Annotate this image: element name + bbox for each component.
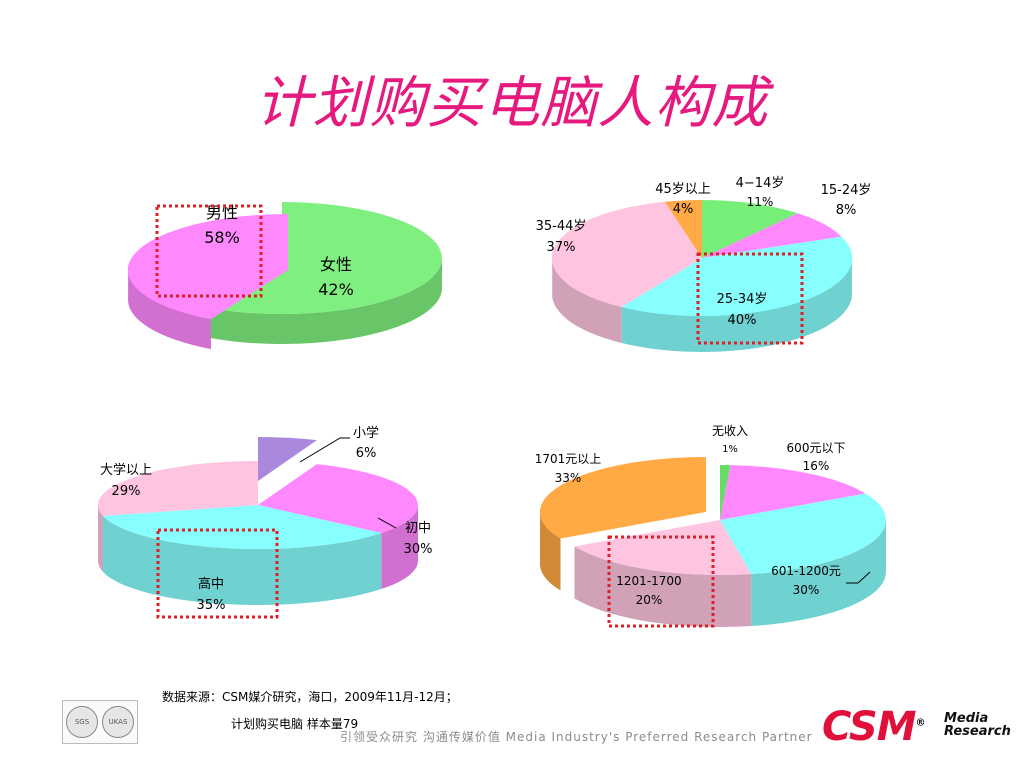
csm-logo-subtitle: Media Research (944, 712, 1011, 738)
gender-label-female-value: 42% (318, 280, 354, 299)
pie-chart-age (551, 199, 853, 352)
pie-slice-gender-0 (204, 202, 442, 314)
pie-slice-education-1 (258, 464, 418, 533)
pie-side-gender-1 (128, 271, 211, 350)
edu-label-primary-name: 小学 (353, 425, 379, 441)
pie-slice-income-3 (574, 520, 752, 575)
ukas-cert-icon: UKAS (102, 706, 134, 738)
sample-size-line: 计划购买电脑 样本量79 (231, 717, 359, 731)
certification-logos: SGS UKAS (62, 700, 138, 744)
sgs-cert-icon: SGS (66, 706, 98, 738)
pie-slice-age-2 (621, 236, 853, 317)
pie-chart-education (98, 437, 418, 605)
data-source-line: 数据来源：CSM媒介研究，海口，2009年11月-12月； (162, 690, 458, 704)
inc-label-1701-name: 1701元以上 (535, 452, 602, 466)
pie-side-gender-0 (204, 258, 442, 344)
pie-side-income-2 (751, 519, 886, 626)
pie-slice-income-0 (720, 464, 731, 520)
age-label-35-44-name: 35-44岁 (536, 219, 587, 234)
pie-slice-age-3 (551, 201, 702, 307)
age-label-45plus-value: 4% (673, 202, 694, 217)
pie-side-income-3 (574, 546, 752, 627)
inc-label-1201-1700-value: 20% (636, 593, 663, 607)
pie-chart-income (539, 457, 886, 627)
edu-leader-line-primary (299, 437, 350, 463)
pie-slice-income-2 (720, 493, 886, 574)
inc-label-none-value: 1% (722, 444, 738, 455)
edu-label-senior-value: 35% (197, 598, 226, 613)
gender-label-male-value: 58% (204, 228, 240, 247)
pie-side-age-3 (552, 260, 622, 343)
pie-slice-income-1 (720, 465, 866, 520)
age-label-15-24-value: 8% (836, 203, 857, 218)
slogan-text: 引领受众研究 沟通传媒价值 Media Industry's Preferred… (340, 730, 813, 744)
age-label-35-44-value: 37% (547, 240, 576, 255)
inc-label-601-1200-name: 601-1200元 (771, 564, 841, 578)
logo-sub-media: Media (944, 711, 989, 726)
logo-sub-research: Research (944, 724, 1011, 739)
pie-slice-education-3 (98, 461, 258, 516)
inc-label-601-1200-value: 30% (793, 583, 820, 597)
pie-side-education-2 (103, 515, 382, 605)
pie-slice-age-0 (702, 199, 798, 258)
highlight-box-senior (156, 528, 279, 619)
edu-leader-line-junior (377, 517, 397, 529)
inc-leader-line-601-1200 (846, 571, 871, 584)
pie-slice-gender-1 (127, 213, 288, 320)
inc-label-1701-value: 33% (555, 471, 582, 485)
edu-label-senior-name: 高中 (198, 576, 224, 592)
age-label-15-24-name: 15-24岁 (821, 183, 872, 198)
age-label-4-14-value: 11% (747, 195, 774, 209)
pie-slice-education-0 (258, 437, 317, 481)
pie-chart-gender (127, 202, 442, 350)
age-label-25-34-name: 25-34岁 (717, 292, 768, 307)
gender-label-female-name: 女性 (320, 255, 352, 274)
age-label-45plus-name: 45岁以上 (655, 182, 711, 197)
edu-label-junior-name: 初中 (405, 521, 431, 536)
edu-label-junior-value: 30% (404, 542, 433, 557)
pie-side-education-1 (381, 504, 418, 589)
pie-slice-income-4 (539, 457, 706, 539)
csm-logo-text: CSM (822, 704, 917, 750)
edu-label-primary-value: 6% (356, 446, 377, 461)
inc-label-600-name: 600元以下 (787, 441, 846, 455)
inc-label-1201-1700-name: 1201-1700 (616, 574, 681, 588)
pie-side-age-2 (621, 260, 852, 352)
inc-label-none-name: 无收入 (712, 424, 748, 438)
pie-labels: 男性 58% 女性 42% 4−14岁 11% 15-24岁 8% 25-34岁… (100, 176, 871, 613)
highlight-box-male (155, 204, 263, 298)
inc-label-600-value: 16% (803, 459, 830, 473)
registered-mark: ® (915, 717, 926, 729)
edu-label-college-value: 29% (112, 484, 141, 499)
pie-side-education-3 (98, 504, 103, 572)
pie-side-income-4 (540, 513, 561, 591)
age-label-4-14-name: 4−14岁 (736, 176, 785, 191)
pie-slice-education-2 (103, 505, 382, 549)
csm-logo: CSM® (822, 704, 926, 750)
edu-label-college-name: 大学以上 (100, 462, 152, 478)
page-title: 计划购买电脑人构成 (255, 71, 769, 136)
pie-slice-age-1 (702, 213, 842, 258)
gender-label-male-name: 男性 (206, 203, 238, 222)
pie-slice-age-4 (664, 199, 702, 258)
age-label-25-34-value: 40% (728, 313, 757, 328)
pie-charts (98, 199, 886, 627)
